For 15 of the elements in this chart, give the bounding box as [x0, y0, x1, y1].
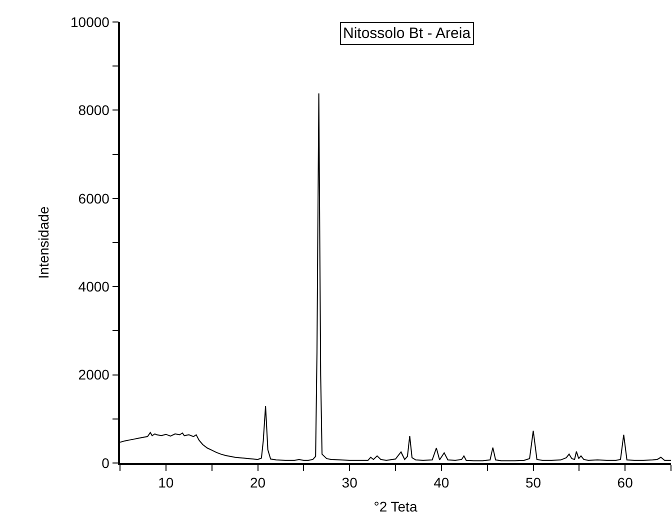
- x-tick-label: 60: [617, 474, 634, 491]
- y-tick-label: 4000: [78, 278, 110, 294]
- x-tick-label: 10: [158, 474, 174, 491]
- y-tick-label: 2000: [78, 366, 110, 383]
- y-tick-label: 8000: [78, 102, 110, 118]
- y-axis-title: Intensidade: [36, 206, 52, 279]
- y-tick-label: 10000: [70, 14, 110, 30]
- x-axis-title: °2 Teta: [374, 498, 418, 514]
- y-tick-label: 6000: [78, 190, 110, 206]
- x-tick-label: 40: [434, 474, 450, 491]
- annotation: Nitossolo Bt - Areia: [343, 25, 472, 42]
- y-tick-label: 0: [102, 454, 110, 471]
- x-tick-label: 30: [342, 474, 358, 491]
- x-tick-label: 20: [250, 474, 266, 491]
- x-tick-label: 50: [525, 474, 542, 491]
